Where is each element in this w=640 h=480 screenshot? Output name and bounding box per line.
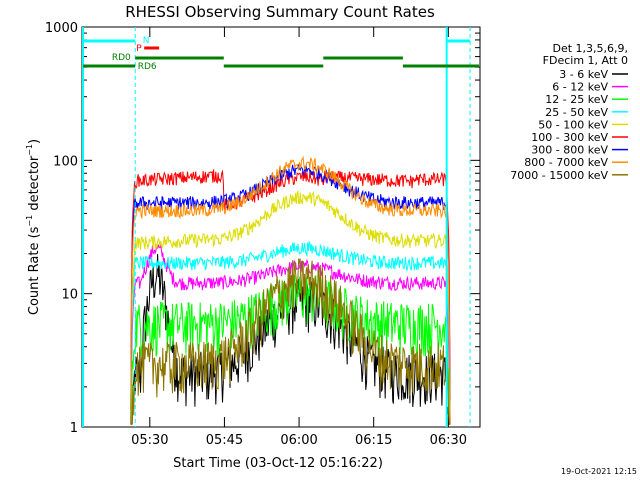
y-tick-label: 1000 [45,21,78,36]
y-axis-label: Count Rate (s−1 detector−1) [25,139,42,315]
legend-label: 12 - 25 keV [545,93,608,106]
legend-label: 25 - 50 keV [545,106,608,119]
legend-label: 100 - 300 keV [531,131,608,144]
x-tick-label: 06:15 [355,433,392,448]
series-line-7 [130,155,451,425]
series-traces [130,155,451,425]
legend: Det 1,3,5,6,9,FDecim 1, Att 03 - 6 keV6 … [510,42,628,182]
legend-label: 800 - 7000 keV [524,156,608,169]
series-line-2 [130,273,451,425]
legend-header: Det 1,3,5,6,9, [552,42,628,55]
flag-bars: NP RD0 RD6 [82,27,479,427]
y-axis: 1 10 100 1000 [45,21,480,436]
x-axis-label: Start Time (03-Oct-12 05:16:22) [173,456,383,471]
legend-label: 50 - 100 keV [538,118,608,131]
legend-label: 6 - 12 keV [552,81,608,94]
flag-label-p: P [136,44,142,54]
y-tick-label: 10 [61,288,78,303]
legend-label: 3 - 6 keV [559,68,608,81]
flag-label-rd6: RD6 [138,62,157,72]
y-tick-label: 100 [53,154,78,169]
y-tick-label: 1 [70,421,78,436]
legend-label: 300 - 800 keV [531,144,608,157]
series-line-8 [130,258,451,425]
legend-label: 7000 - 15000 keV [510,169,608,182]
x-axis: 05:30 05:45 06:00 06:15 06:30 [131,27,467,448]
x-tick-label: 05:30 [131,433,168,448]
series-line-3 [130,240,451,425]
flag-label-rd0: RD0 [112,53,131,63]
flag-label-n: N [143,36,150,46]
x-tick-label: 06:00 [280,433,317,448]
timestamp: 19-Oct-2021 12:15 [561,467,637,476]
x-tick-label: 05:45 [206,433,243,448]
x-tick-label: 06:30 [430,433,467,448]
series-line-4 [130,190,451,425]
chart-title: RHESSI Observing Summary Count Rates [125,3,435,21]
legend-header: FDecim 1, Att 0 [543,54,628,67]
